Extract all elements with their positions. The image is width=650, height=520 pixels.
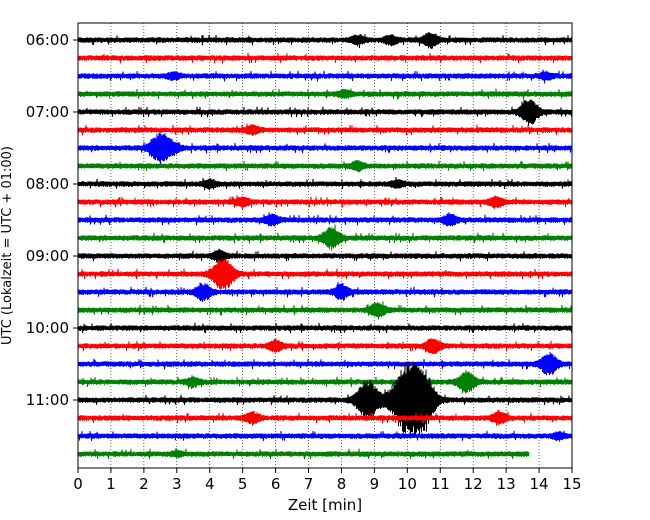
trace-1145 bbox=[77, 447, 530, 460]
trace-0945 bbox=[77, 301, 573, 320]
x-tick-label: 6 bbox=[271, 475, 281, 493]
x-tick-label: 8 bbox=[337, 475, 347, 493]
trace-0900 bbox=[77, 248, 573, 263]
trace-0800 bbox=[77, 176, 573, 191]
x-tick-label: 11 bbox=[431, 475, 450, 493]
trace-0845 bbox=[77, 224, 573, 251]
grid-lines bbox=[110, 23, 540, 468]
x-tick-label: 2 bbox=[139, 475, 149, 493]
y-tick-label: 09:00 bbox=[26, 247, 69, 265]
trace-1115 bbox=[77, 409, 573, 426]
trace-0745 bbox=[77, 159, 573, 173]
y-tick-label: 10:00 bbox=[26, 319, 69, 337]
trace-0730 bbox=[77, 131, 573, 165]
trace-0830 bbox=[77, 212, 573, 227]
trace-1100 bbox=[77, 361, 573, 439]
x-tick-label: 13 bbox=[497, 475, 516, 493]
x-tick-label: 12 bbox=[464, 475, 483, 493]
trace-0815 bbox=[77, 195, 573, 211]
y-tick-label: 06:00 bbox=[26, 31, 69, 49]
y-tick-label: 08:00 bbox=[26, 175, 69, 193]
trace-1015 bbox=[77, 338, 573, 355]
x-tick-label: 7 bbox=[304, 475, 314, 493]
x-tick-label: 15 bbox=[562, 475, 581, 493]
trace-0930 bbox=[77, 281, 573, 303]
y-axis-ticks: 06:00 07:00 08:00 09:00 10:00 11:00 bbox=[26, 31, 78, 409]
x-axis-label: Zeit [min] bbox=[288, 496, 362, 514]
trace-0645 bbox=[77, 88, 573, 100]
x-tick-label: 3 bbox=[172, 475, 182, 493]
x-tick-label: 9 bbox=[370, 475, 380, 493]
y-tick-label: 07:00 bbox=[26, 103, 69, 121]
x-axis-ticks: 0 1 2 3 4 5 6 7 8 9 10 11 12 13 14 15 bbox=[73, 468, 582, 493]
x-tick-label: 0 bbox=[73, 475, 83, 493]
trace-1130 bbox=[77, 430, 573, 442]
y-axis-label: UTC (Lokalzeit = UTC + 01:00) bbox=[0, 146, 15, 345]
trace-1045 bbox=[77, 369, 573, 394]
trace-0615 bbox=[77, 52, 573, 64]
trace-0915 bbox=[77, 258, 573, 292]
trace-0715 bbox=[77, 123, 573, 136]
x-tick-label: 4 bbox=[205, 475, 215, 493]
x-tick-label: 14 bbox=[530, 475, 549, 493]
x-tick-label: 5 bbox=[238, 475, 248, 493]
trace-1000 bbox=[77, 322, 573, 334]
y-tick-label: 11:00 bbox=[26, 391, 69, 409]
trace-0600 bbox=[77, 32, 573, 49]
trace-1030 bbox=[77, 351, 573, 376]
trace-group bbox=[77, 32, 573, 460]
x-tick-label: 1 bbox=[106, 475, 116, 493]
trace-0700 bbox=[77, 99, 573, 127]
plot-frame bbox=[77, 22, 573, 469]
x-tick-label: 10 bbox=[398, 475, 417, 493]
trace-0630 bbox=[77, 69, 573, 84]
